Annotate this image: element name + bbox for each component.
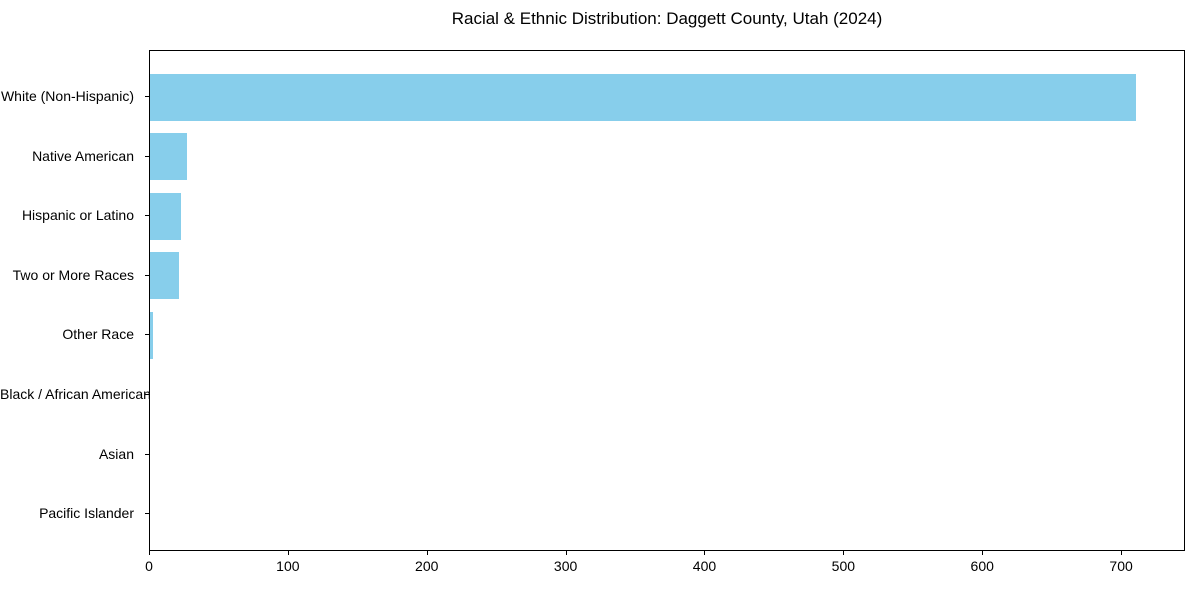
x-axis-tick-label: 300	[553, 558, 578, 574]
y-axis-tick-mark	[145, 274, 149, 276]
y-axis-tick-mark	[145, 394, 149, 395]
y-axis-tick-mark	[145, 96, 149, 97]
x-axis-tick-mark	[287, 551, 289, 555]
bar	[150, 311, 153, 359]
x-axis-tick-mark	[1121, 551, 1123, 555]
y-axis-tick-mark	[145, 155, 149, 157]
bar	[150, 133, 188, 181]
y-axis-tick-mark	[145, 513, 149, 515]
x-axis-tick-label: 500	[831, 558, 856, 574]
x-axis-tick-label: 600	[970, 558, 994, 574]
bar	[150, 73, 1136, 121]
x-axis-tick-label: 200	[415, 558, 439, 574]
x-axis-tick-mark	[704, 551, 706, 555]
x-axis-tick-mark	[565, 551, 567, 555]
x-axis-tick-mark	[982, 551, 984, 555]
y-axis-tick-mark	[145, 334, 149, 336]
y-axis-category-label: White (Non-Hispanic)	[0, 88, 134, 104]
y-axis-category-label: Hispanic or Latino	[21, 207, 134, 224]
y-axis-category-label: Native American	[32, 147, 134, 164]
x-axis-tick-label: 100	[276, 558, 300, 574]
y-axis-tick-mark	[145, 215, 149, 217]
x-axis-tick-label: 0	[145, 558, 153, 574]
y-axis-category-label: Asian	[98, 445, 134, 462]
x-axis-tick-mark	[843, 551, 845, 555]
x-axis-tick-mark	[426, 551, 428, 555]
bar	[150, 192, 181, 240]
bar	[150, 252, 180, 300]
y-axis-category-label: Pacific Islander	[39, 505, 134, 522]
y-axis-category-label: Two or More Races	[12, 266, 134, 283]
y-axis-tick-mark	[145, 453, 149, 455]
y-axis-category-label: Black / African American	[0, 386, 151, 402]
x-axis-tick-mark	[149, 551, 150, 555]
y-axis-category-label: Other Race	[62, 326, 134, 343]
plot-area	[149, 50, 1185, 551]
chart-title: Racial & Ethnic Distribution: Daggett Co…	[451, 9, 883, 28]
x-axis-tick-label: 700	[1109, 558, 1133, 574]
x-axis-tick-label: 400	[692, 558, 717, 574]
